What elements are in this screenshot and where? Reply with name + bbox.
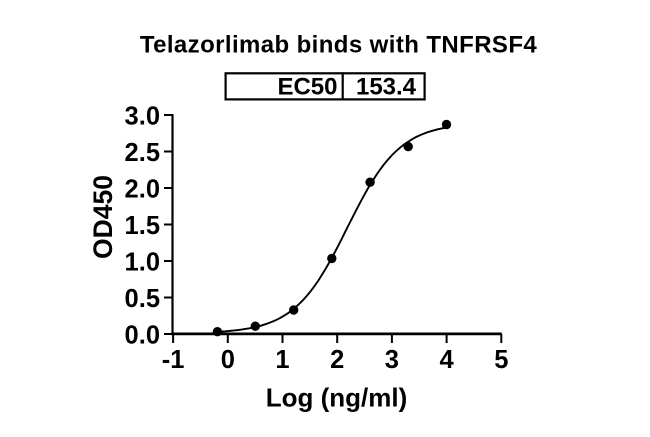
svg-text:3: 3	[385, 346, 399, 374]
svg-text:1.5: 1.5	[125, 212, 160, 240]
svg-text:3.0: 3.0	[125, 102, 160, 130]
svg-text:2.0: 2.0	[125, 175, 160, 203]
svg-text:1.0: 1.0	[125, 248, 160, 276]
svg-text:2.5: 2.5	[125, 139, 160, 167]
svg-text:Telazorlimab binds with TNFRSF: Telazorlimab binds with TNFRSF4	[140, 32, 538, 59]
svg-text:153.4: 153.4	[356, 74, 417, 101]
svg-text:0.0: 0.0	[125, 321, 160, 349]
svg-text:0.5: 0.5	[125, 285, 160, 313]
svg-text:2: 2	[330, 346, 344, 374]
svg-text:Log (ng/ml): Log (ng/ml)	[266, 383, 408, 413]
svg-text:EC50: EC50	[277, 74, 337, 101]
svg-text:5: 5	[494, 346, 508, 374]
svg-text:4: 4	[440, 346, 455, 374]
svg-text:-1: -1	[162, 346, 185, 374]
svg-text:OD450: OD450	[88, 175, 118, 259]
svg-text:0: 0	[221, 346, 235, 374]
svg-text:1: 1	[275, 346, 289, 374]
